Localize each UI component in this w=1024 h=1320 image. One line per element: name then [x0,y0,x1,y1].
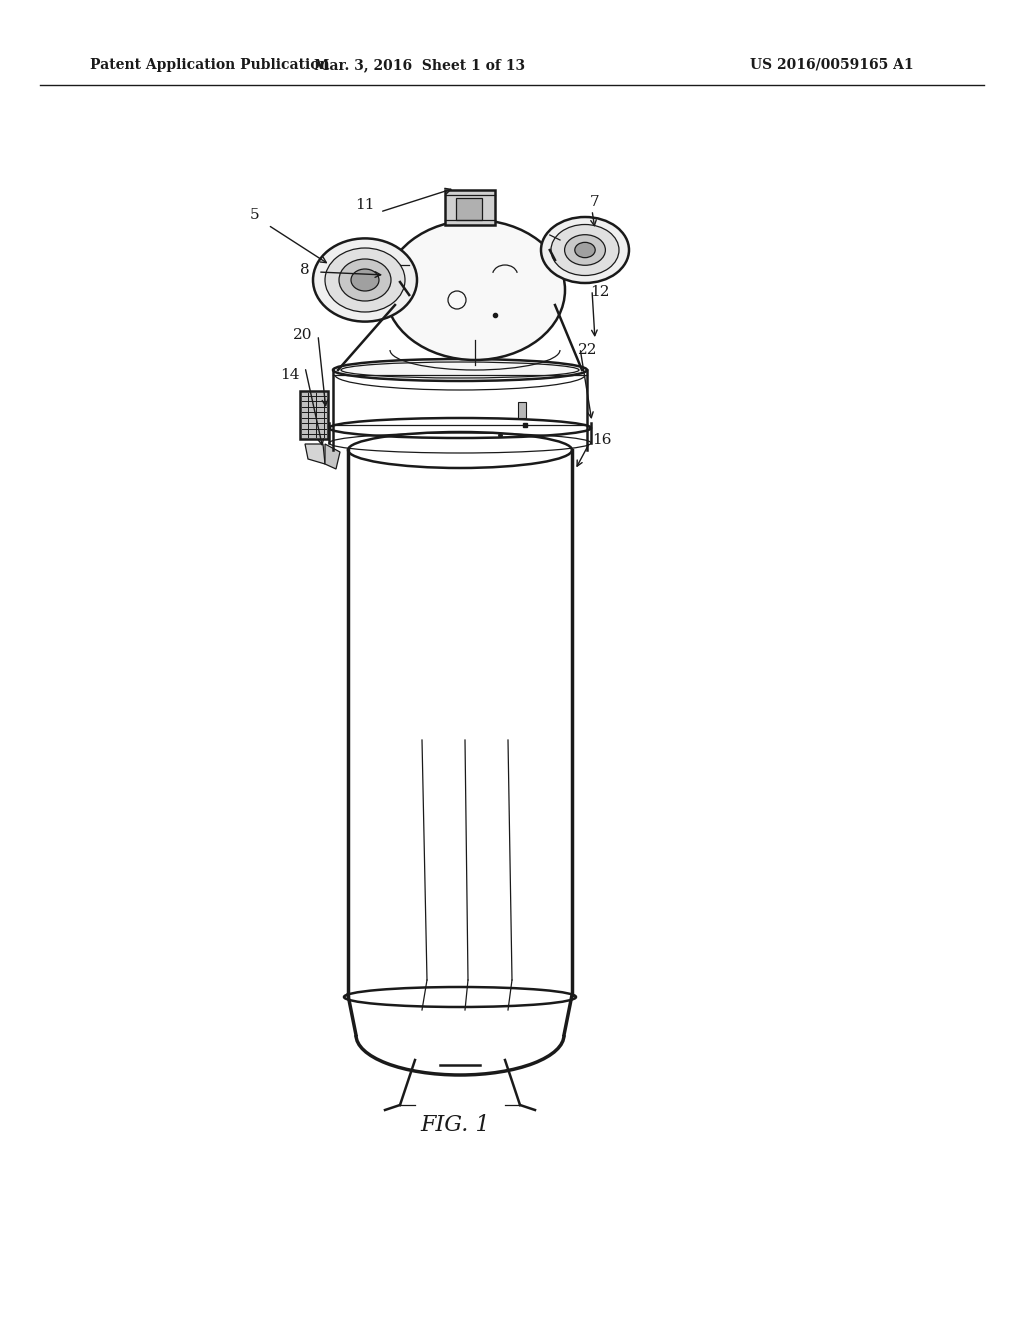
Bar [445,190,495,224]
Ellipse shape [351,269,379,290]
Ellipse shape [313,239,417,322]
FancyBboxPatch shape [456,198,482,220]
Text: 12: 12 [590,285,609,300]
Text: Patent Application Publication: Patent Application Publication [90,58,330,73]
Ellipse shape [339,259,391,301]
Polygon shape [325,444,340,469]
Bar [518,403,526,418]
Ellipse shape [574,243,595,257]
Text: 7: 7 [590,195,600,209]
Text: 22: 22 [578,343,597,356]
Ellipse shape [541,216,629,282]
Ellipse shape [325,248,406,312]
Text: 20: 20 [293,327,312,342]
Text: 5: 5 [250,209,260,222]
Polygon shape [305,444,325,465]
Ellipse shape [385,220,565,360]
Ellipse shape [333,359,587,381]
Text: 8: 8 [300,263,310,277]
Text: FIG. 1: FIG. 1 [420,1114,489,1137]
Text: 14: 14 [281,368,300,381]
Ellipse shape [564,235,605,265]
Text: US 2016/0059165 A1: US 2016/0059165 A1 [750,58,913,73]
Bar [300,391,328,440]
Text: Mar. 3, 2016  Sheet 1 of 13: Mar. 3, 2016 Sheet 1 of 13 [314,58,525,73]
Text: 11: 11 [355,198,375,213]
Ellipse shape [551,224,618,276]
Text: 16: 16 [592,433,611,447]
